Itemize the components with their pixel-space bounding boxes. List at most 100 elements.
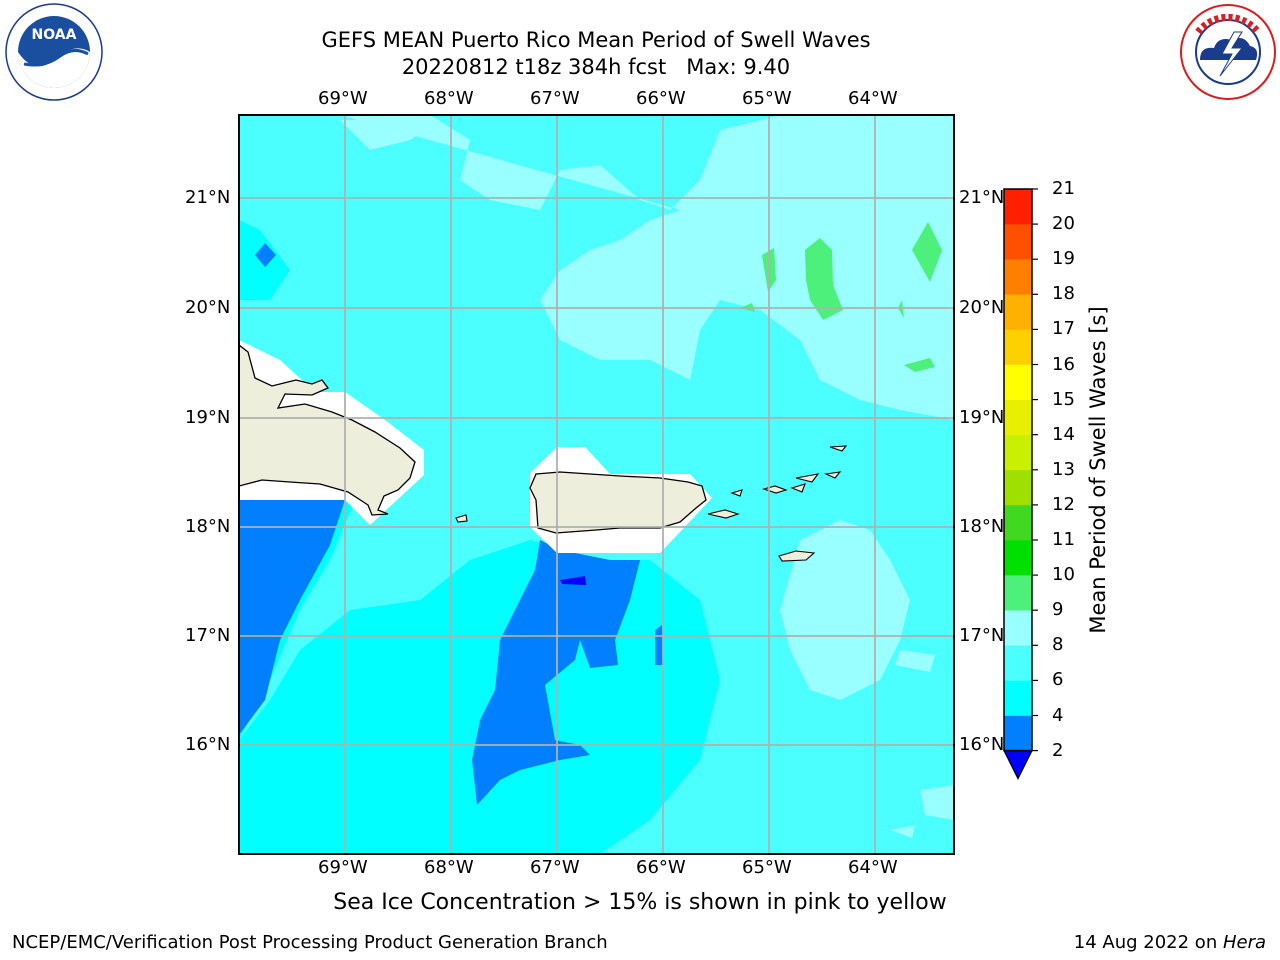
colorbar-tick-label: 16 bbox=[1052, 353, 1075, 375]
colorbar-segment bbox=[1004, 610, 1032, 646]
lat-label-left: 20°N bbox=[185, 297, 231, 318]
colorbar-tick-label: 2 bbox=[1052, 739, 1064, 761]
colorbar-segment bbox=[1004, 680, 1032, 716]
field-9-10-b bbox=[912, 222, 942, 282]
land-vieques bbox=[707, 509, 740, 519]
noaa-logo-text: NOAA bbox=[32, 27, 77, 43]
colorbar-tick-label: 8 bbox=[1052, 634, 1064, 656]
field-2-4-nw-dot bbox=[255, 243, 276, 267]
colorbar-tick-label: 4 bbox=[1052, 704, 1064, 726]
field-9-10-d bbox=[904, 358, 935, 372]
colorbar-segment bbox=[1004, 504, 1032, 541]
land-st-john bbox=[790, 483, 806, 493]
colorbar-tick-label: 20 bbox=[1052, 213, 1075, 235]
field-2-4-south bbox=[472, 540, 640, 805]
lon-label-bottom: 65°W bbox=[742, 857, 792, 878]
colorbar-segment bbox=[1004, 715, 1032, 751]
land-anegada bbox=[829, 445, 848, 452]
colorbar-tick-label: 18 bbox=[1052, 283, 1075, 305]
lat-label-right: 19°N bbox=[959, 408, 1003, 428]
land-st-croix bbox=[778, 550, 816, 562]
field-9-10-a bbox=[805, 238, 843, 320]
lat-label-right: 21°N bbox=[959, 188, 1003, 208]
colorbar-label: Mean Period of Swell Waves [s] bbox=[1086, 306, 1110, 634]
land-mona bbox=[455, 514, 468, 523]
colorbar-tick-label: 15 bbox=[1052, 388, 1075, 410]
colorbar-segment bbox=[1004, 224, 1032, 260]
lon-label-top: 67°W bbox=[530, 88, 580, 109]
lon-label-top: 65°W bbox=[742, 88, 792, 109]
swell-period-field bbox=[239, 115, 954, 854]
field-8-9-north bbox=[340, 115, 954, 420]
lon-label-bottom: 67°W bbox=[530, 857, 580, 878]
colorbar-tick-label: 9 bbox=[1052, 599, 1064, 621]
lat-label-left: 21°N bbox=[185, 187, 231, 208]
colorbar-segment bbox=[1004, 189, 1032, 225]
land-culebra bbox=[730, 489, 743, 497]
footer-branch: NCEP/EMC/Verification Post Processing Pr… bbox=[12, 932, 608, 953]
colorbar-segment bbox=[1004, 434, 1032, 471]
lat-label-right: 20°N bbox=[959, 298, 1003, 318]
lat-label-right: 17°N bbox=[959, 626, 1003, 646]
footer-date-text: 14 Aug 2022 on bbox=[1073, 932, 1223, 953]
field-8-9-s-patch bbox=[890, 825, 915, 838]
nws-logo bbox=[1178, 2, 1278, 102]
lat-label-left: 17°N bbox=[185, 625, 231, 646]
field-8-9-se-patch bbox=[920, 785, 954, 820]
lat-label-right: 18°N bbox=[959, 517, 1003, 537]
colorbar-tick-label: 17 bbox=[1052, 318, 1075, 340]
lon-label-bottom: 69°W bbox=[318, 857, 368, 878]
colorbar-tick-label: 11 bbox=[1052, 529, 1075, 550]
lon-label-top: 64°W bbox=[848, 88, 898, 109]
colorbar-segment bbox=[1004, 469, 1032, 506]
footer-host: Hera bbox=[1222, 932, 1266, 953]
colorbar-ticks: 2 4 6 8 9 10 11 12 13 14 15 16 17 18 19 20 21 bbox=[1052, 0, 1092, 960]
colorbar-segment bbox=[1004, 645, 1032, 681]
lon-label-top: 66°W bbox=[636, 88, 686, 109]
field-2-4-patch bbox=[655, 625, 664, 665]
field-9-10-f bbox=[898, 300, 904, 318]
colorbar-tick-label: 6 bbox=[1052, 669, 1064, 691]
lon-label-top: 68°W bbox=[424, 88, 474, 109]
field-8-9-e-patch bbox=[895, 650, 935, 672]
lon-label-bottom: 64°W bbox=[848, 857, 898, 878]
colorbar-segment bbox=[1004, 259, 1032, 295]
colorbar-tick-label: 13 bbox=[1052, 458, 1075, 480]
colorbar-extend-arrow bbox=[1003, 750, 1033, 780]
land-hispaniola bbox=[239, 344, 416, 516]
colorbar-tick-label: 12 bbox=[1052, 493, 1075, 515]
field-2-4-west bbox=[239, 500, 345, 735]
land-virgin-gorda bbox=[824, 471, 842, 479]
colorbar-tick-label: 21 bbox=[1052, 178, 1075, 199]
map-frame bbox=[238, 114, 955, 855]
noaa-logo: NOAA bbox=[4, 2, 104, 102]
lat-label-left: 16°N bbox=[185, 734, 231, 755]
footer-date: 14 Aug 2022 on Hera bbox=[1074, 932, 1266, 953]
field-lt2-dot bbox=[560, 576, 586, 585]
colorbar-tick-label: 19 bbox=[1052, 248, 1075, 270]
colorbar-tick-label: 14 bbox=[1052, 423, 1075, 445]
lat-label-left: 18°N bbox=[185, 516, 231, 537]
field-8-9-ne-patch bbox=[340, 120, 440, 150]
colorbar-tick-label: 10 bbox=[1052, 564, 1075, 586]
colorbar-segment bbox=[1004, 575, 1032, 611]
lat-label-left: 19°N bbox=[185, 407, 231, 428]
lon-label-top: 69°W bbox=[318, 88, 368, 109]
field-8-9-east bbox=[780, 520, 910, 700]
lat-label-right: 16°N bbox=[959, 735, 1003, 755]
chart-title: GEFS MEAN Puerto Rico Mean Period of Swe… bbox=[321, 28, 871, 52]
graticule bbox=[239, 115, 954, 854]
land-puerto-rico bbox=[529, 471, 707, 534]
chart-subtitle: 20220812 t18z 384h fcst Max: 9.40 bbox=[401, 55, 791, 79]
colorbar-segment bbox=[1004, 540, 1032, 576]
sea-ice-note: Sea Ice Concentration > 15% is shown in … bbox=[333, 890, 947, 915]
colorbar-segment bbox=[1004, 294, 1032, 330]
colorbar-segment bbox=[1004, 329, 1032, 365]
lon-label-bottom: 68°W bbox=[424, 857, 474, 878]
land-tortola bbox=[795, 473, 820, 483]
colorbar bbox=[998, 185, 1048, 785]
colorbar-segment bbox=[1004, 364, 1032, 400]
lon-label-bottom: 66°W bbox=[636, 857, 686, 878]
colorbar-segment bbox=[1004, 399, 1032, 435]
